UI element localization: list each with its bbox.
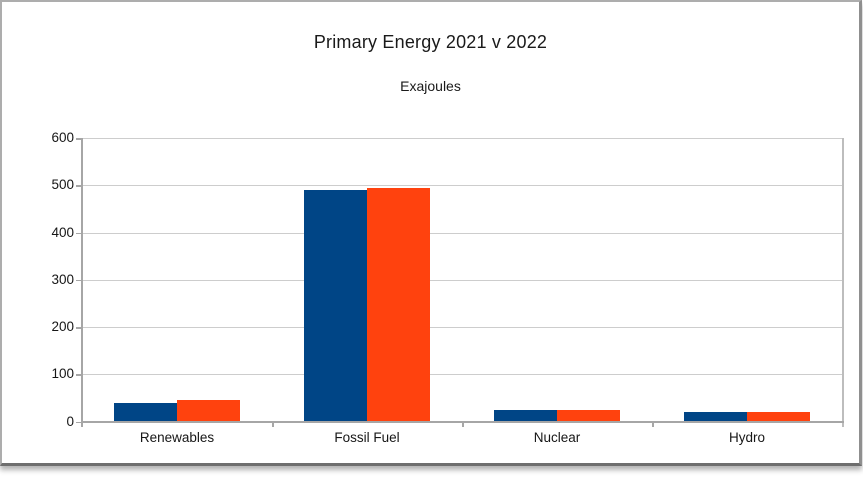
- y-tick-label: 200: [51, 319, 74, 334]
- y-gridline: [82, 232, 842, 234]
- y-tick: [76, 327, 82, 329]
- y-tick-label: 100: [51, 366, 74, 382]
- bar-2021-renewables: [114, 402, 177, 422]
- chart-subtitle: Exajoules: [400, 78, 461, 94]
- bar-2021-hydro: [684, 412, 747, 422]
- y-tick-label: 600: [51, 130, 74, 145]
- y-tick: [76, 185, 82, 187]
- x-axis-line: [81, 421, 844, 423]
- y-gridline: [82, 327, 842, 328]
- y-tick: [76, 421, 82, 423]
- x-tick: [462, 421, 464, 427]
- x-tick: [652, 421, 654, 427]
- y-gridline: [82, 138, 842, 139]
- bar-2022-nuclear: [557, 410, 620, 422]
- bar-2022-fossil-fuel: [367, 188, 430, 422]
- y-tick-label: 0: [66, 413, 74, 429]
- x-tick: [272, 421, 274, 427]
- bar-2021-fossil-fuel: [304, 189, 367, 422]
- chart-frame: Primary Energy 2021 v 2022 Exajoules 0 10…: [0, 0, 862, 466]
- plot-right-border: [842, 138, 844, 427]
- y-tick: [76, 279, 82, 282]
- bar-2022-renewables: [177, 400, 240, 422]
- x-category-label: Hydro: [728, 429, 765, 445]
- y-gridline: [82, 279, 842, 281]
- x-category-label: Fossil Fuel: [334, 429, 400, 445]
- y-tick-label: 300: [51, 271, 74, 287]
- x-category-label: Nuclear: [533, 429, 581, 445]
- y-axis-line: [81, 138, 83, 427]
- chart-title: Primary Energy 2021 v 2022: [313, 32, 548, 52]
- y-gridline: [82, 374, 842, 376]
- y-tick: [76, 138, 82, 140]
- bar-2021-nuclear: [494, 409, 557, 422]
- y-tick-label: 400: [51, 224, 74, 240]
- bar-2022-hydro: [747, 411, 810, 422]
- plot-area: 0 100 200 300 400 500 600 Renewables Fossil Fuel…: [2, 2, 859, 463]
- y-tick: [76, 232, 82, 234]
- y-tick-label: 500: [51, 177, 74, 193]
- x-category-label: Renewables: [139, 429, 215, 445]
- y-tick: [76, 374, 82, 376]
- y-gridline: [82, 185, 842, 187]
